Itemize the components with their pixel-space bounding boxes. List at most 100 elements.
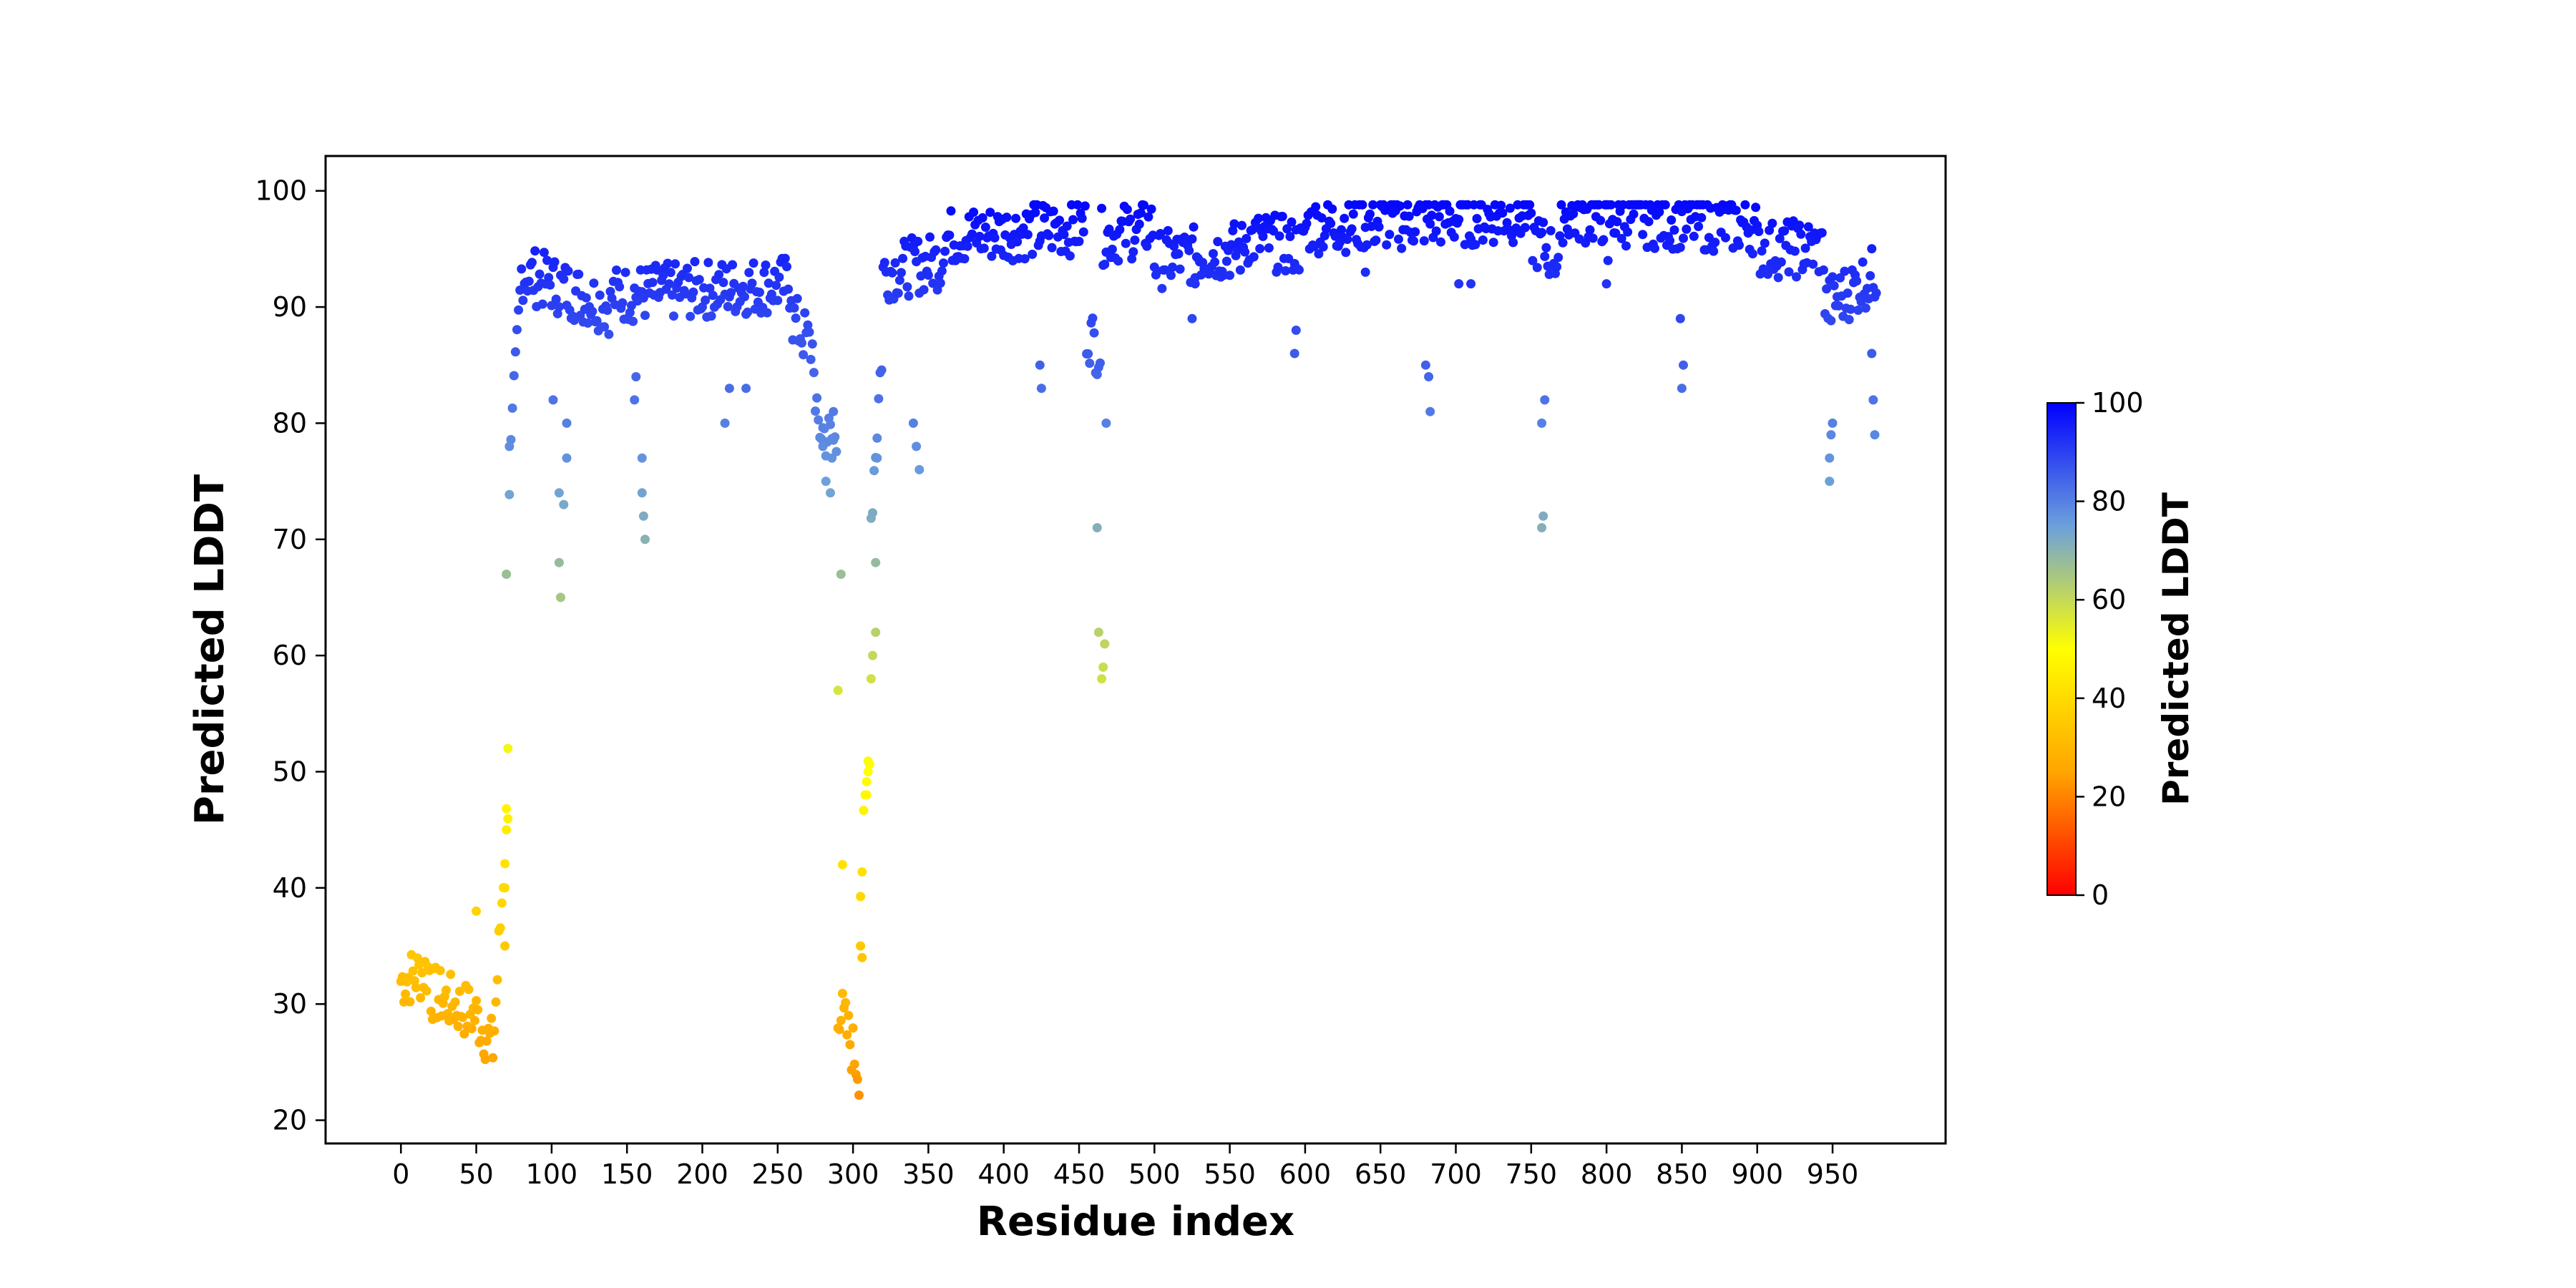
data-point bbox=[1402, 200, 1413, 210]
data-point bbox=[1036, 384, 1046, 394]
data-point bbox=[856, 892, 866, 902]
data-point bbox=[1840, 266, 1850, 276]
data-point bbox=[1226, 240, 1236, 250]
data-point bbox=[962, 241, 972, 251]
data-point bbox=[1327, 204, 1337, 214]
data-point bbox=[1553, 253, 1563, 263]
data-point bbox=[408, 966, 418, 976]
data-point bbox=[1568, 209, 1579, 219]
data-point bbox=[1101, 418, 1111, 428]
data-point bbox=[762, 308, 772, 318]
data-point bbox=[897, 268, 906, 278]
data-point bbox=[473, 1005, 483, 1015]
data-point bbox=[1258, 231, 1268, 241]
data-point bbox=[1342, 235, 1352, 244]
data-point bbox=[857, 867, 867, 877]
data-point bbox=[1731, 205, 1741, 215]
data-point bbox=[800, 308, 810, 318]
data-point bbox=[803, 320, 813, 330]
data-point bbox=[411, 982, 421, 992]
data-point bbox=[1795, 220, 1805, 230]
data-point bbox=[1044, 230, 1054, 240]
data-point bbox=[1348, 209, 1358, 219]
data-point bbox=[1843, 288, 1853, 298]
data-point bbox=[1868, 395, 1878, 405]
data-point bbox=[836, 570, 846, 579]
data-point bbox=[504, 441, 514, 452]
data-point bbox=[602, 306, 613, 316]
data-point bbox=[554, 488, 564, 498]
data-point bbox=[1667, 215, 1677, 225]
data-point bbox=[1341, 248, 1351, 258]
data-point bbox=[1107, 244, 1117, 254]
data-point bbox=[1488, 238, 1498, 248]
data-point bbox=[848, 1023, 858, 1033]
data-point bbox=[1496, 200, 1506, 210]
data-point bbox=[818, 441, 828, 452]
data-point bbox=[686, 311, 696, 321]
data-point bbox=[545, 280, 555, 290]
data-point bbox=[1187, 313, 1197, 323]
data-point bbox=[1540, 251, 1550, 261]
data-point bbox=[708, 291, 718, 301]
x-tick-label: 750 bbox=[1506, 1158, 1558, 1190]
data-point bbox=[1773, 273, 1783, 283]
data-point bbox=[771, 280, 781, 291]
x-axis-ticks: 0 50 100 150 200 250 300 350 400 450 500 550 600 650 7… bbox=[392, 1143, 1858, 1190]
data-point bbox=[1735, 240, 1744, 250]
data-point bbox=[1470, 240, 1480, 250]
data-point bbox=[1525, 200, 1535, 210]
data-point bbox=[667, 290, 677, 300]
data-point bbox=[977, 213, 987, 223]
data-point bbox=[1796, 229, 1806, 239]
data-point bbox=[1537, 228, 1547, 238]
data-point bbox=[1317, 213, 1327, 223]
data-point bbox=[1675, 243, 1685, 253]
data-point bbox=[1134, 219, 1144, 229]
data-point bbox=[857, 952, 867, 962]
data-point bbox=[562, 418, 572, 428]
data-point bbox=[1002, 213, 1012, 223]
data-point bbox=[1621, 241, 1631, 251]
data-point bbox=[1852, 276, 1862, 286]
data-point bbox=[1775, 233, 1785, 243]
y-tick-label: 50 bbox=[273, 756, 307, 787]
data-point bbox=[458, 1013, 468, 1023]
data-point bbox=[482, 1036, 492, 1046]
data-point bbox=[1409, 236, 1419, 246]
data-point bbox=[583, 318, 592, 328]
data-point bbox=[640, 311, 650, 321]
data-point bbox=[887, 268, 897, 278]
data-point bbox=[1281, 266, 1291, 275]
data-point bbox=[527, 258, 537, 268]
data-point bbox=[1160, 265, 1170, 275]
data-point bbox=[1828, 418, 1838, 428]
data-point bbox=[563, 266, 573, 276]
data-point bbox=[1404, 211, 1414, 221]
data-point bbox=[1790, 246, 1800, 256]
data-point bbox=[1385, 230, 1395, 240]
data-point bbox=[1697, 213, 1707, 223]
data-point bbox=[1294, 265, 1304, 275]
data-point bbox=[472, 995, 482, 1005]
colorbar-tick-label: 100 bbox=[2092, 387, 2144, 419]
data-point bbox=[1425, 406, 1435, 416]
data-point bbox=[1011, 213, 1021, 223]
data-point bbox=[928, 278, 938, 288]
data-point bbox=[1128, 247, 1138, 257]
data-point bbox=[665, 268, 675, 278]
data-point bbox=[1048, 206, 1058, 216]
data-point bbox=[827, 453, 837, 463]
data-point bbox=[1397, 243, 1407, 253]
data-point bbox=[530, 246, 540, 256]
data-point bbox=[1360, 267, 1370, 277]
data-point bbox=[1047, 243, 1057, 253]
data-point bbox=[502, 804, 512, 814]
data-points bbox=[396, 200, 1881, 1100]
data-point bbox=[912, 441, 922, 452]
data-point bbox=[1189, 222, 1199, 232]
data-point bbox=[1826, 430, 1836, 440]
data-point bbox=[1255, 244, 1265, 253]
data-point bbox=[1445, 206, 1455, 216]
data-point bbox=[1282, 224, 1292, 234]
